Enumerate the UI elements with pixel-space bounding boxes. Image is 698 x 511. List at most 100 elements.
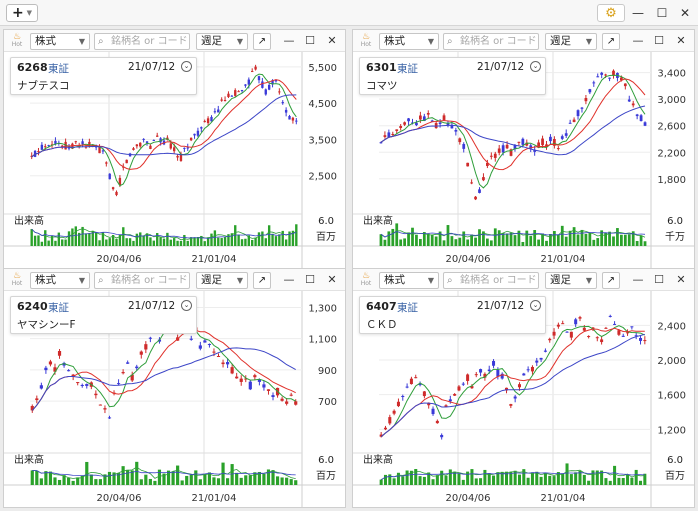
candle-body [101,150,105,152]
x-tick-label: 20/04/06 [446,493,491,504]
app-toolbar: + ▼ ⚙ — ☐ ✕ [0,0,698,26]
price-chart[interactable]: 3,400 3,000 2,600 2,200 1,800 出来高 6.0 千万 20/04/0… [353,52,694,268]
panel-close-button[interactable]: ✕ [327,273,337,286]
candle-body [396,401,400,407]
candle-body [88,141,91,146]
volume-bar [419,238,422,246]
volume-label: 出来高 [363,453,393,466]
candle-body [635,114,639,117]
price-chart[interactable]: 2,400 2,000 1,600 1,200 出来高 6.0 百万 20/04/06 21/0… [353,291,694,507]
volume-bar [549,233,552,246]
volume-bar [207,472,212,485]
candle-body [572,119,576,123]
type-select[interactable]: 株式 ▼ [30,33,90,50]
type-select[interactable]: 株式 ▼ [379,272,439,289]
candle-body [189,137,193,141]
candle-body [457,386,461,391]
stock-search-input[interactable]: ⌕ 銘柄名 or コード [443,33,539,50]
volume-bar [560,225,564,246]
chevron-down-icon: ▼ [427,37,434,46]
window-minimize-button[interactable]: — [632,6,644,20]
volume-bar [533,230,537,246]
volume-value: 6.0 [667,216,683,227]
candle-body [470,182,473,184]
popout-button[interactable]: ↗ [253,272,271,289]
popout-button[interactable]: ↗ [253,33,271,50]
volume-bar [203,241,206,246]
panel-close-button[interactable]: ✕ [327,34,337,47]
panel-minimize-button[interactable]: — [283,34,295,47]
settings-button[interactable]: ⚙ [597,4,625,22]
panel-maximize-button[interactable]: ☐ [305,34,315,47]
volume-bar [474,237,477,246]
candle-body [81,141,84,145]
candle-body [203,121,206,123]
hot-icon[interactable]: ♨ Hot [360,32,372,48]
y-tick-label: 2,200 [657,148,686,159]
stock-info-box: 6301 東証 21/07/12 ⌄ コマツ [359,57,546,95]
stock-search-input[interactable]: ⌕ 銘柄名 or コード [94,272,190,289]
volume-bar [159,237,162,246]
candle-body [556,148,560,150]
volume-bar [493,228,497,246]
candle-body [630,326,634,328]
stock-search-input[interactable]: ⌕ 銘柄名 or コード [443,272,539,289]
window-close-button[interactable]: ✕ [679,6,691,20]
type-select[interactable]: 株式 ▼ [379,33,439,50]
panel-maximize-button[interactable]: ☐ [305,273,315,286]
type-select[interactable]: 株式 ▼ [30,272,90,289]
panel-close-button[interactable]: ✕ [676,34,686,47]
chevron-down-icon[interactable]: ⌄ [181,61,192,72]
candle-body [47,145,50,147]
chevron-down-icon[interactable]: ⌄ [530,300,541,311]
chevron-down-icon[interactable]: ⌄ [181,300,192,311]
panel-minimize-button[interactable]: — [632,273,644,286]
panel-minimize-button[interactable]: — [283,273,295,286]
period-select[interactable]: 週足 ▼ [196,272,248,289]
candle-body [210,116,213,122]
period-select[interactable]: 週足 ▼ [545,272,597,289]
stock-code: 6407 [366,300,397,313]
popout-button[interactable]: ↗ [602,272,620,289]
panel-maximize-button[interactable]: ☐ [654,273,664,286]
volume-label: 出来高 [14,214,44,227]
candle-body [220,99,223,101]
candle-body [169,143,172,149]
stock-code: 6240 [17,300,48,313]
candle-body [156,135,159,137]
price-chart[interactable]: 1,300 1,100 900 700 出来高 6.0 百万 20/04/06 21/01/04 [4,291,345,507]
window-maximize-button[interactable]: ☐ [656,6,668,20]
volume-bar [67,477,71,485]
panel-maximize-button[interactable]: ☐ [654,34,664,47]
panel-close-button[interactable]: ✕ [676,273,686,286]
add-button[interactable]: + ▼ [6,4,38,22]
hot-icon[interactable]: ♨ Hot [360,271,372,287]
popout-button[interactable]: ↗ [602,33,620,50]
volume-bar [576,234,580,246]
volume-bar [450,236,454,246]
volume-bar [461,479,465,485]
stock-search-input[interactable]: ⌕ 銘柄名 or コード [94,33,190,50]
volume-bar [111,234,115,246]
volume-average-line [381,469,645,480]
period-select[interactable]: 週足 ▼ [196,33,248,50]
candle-body [497,148,501,153]
y-tick-label: 1,800 [657,175,686,186]
date-label: 21/07/12 [128,300,176,312]
volume-bar [89,474,93,485]
hot-icon[interactable]: ♨ Hot [11,271,23,287]
volume-bar [257,471,261,485]
type-select-value: 株式 [35,35,56,47]
volume-bar [530,472,534,485]
hot-icon[interactable]: ♨ Hot [11,32,23,48]
candle-body [85,384,89,386]
chevron-down-icon[interactable]: ⌄ [530,61,541,72]
candle-body [132,148,135,150]
volume-bar [395,223,399,246]
panel-minimize-button[interactable]: — [632,34,644,47]
candle-body [584,98,588,102]
volume-bar [548,475,552,485]
chevron-down-icon: ▼ [585,276,592,285]
candle-body [533,149,537,152]
period-select[interactable]: 週足 ▼ [545,33,597,50]
